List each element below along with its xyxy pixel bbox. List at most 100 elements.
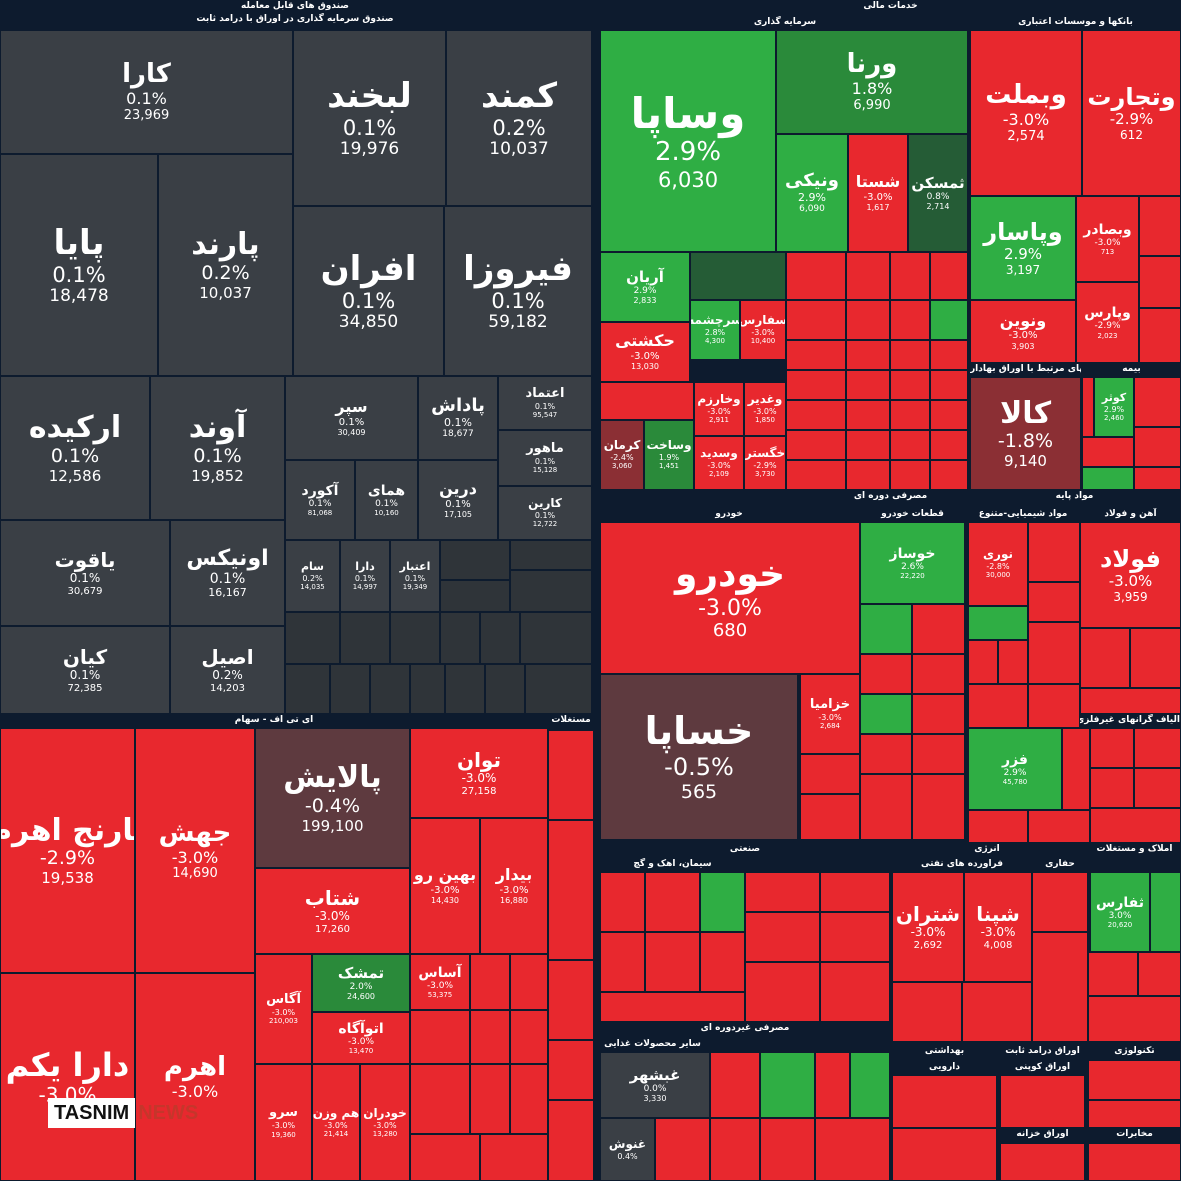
stock-tile-small[interactable] xyxy=(390,612,440,664)
stock-tile-small[interactable] xyxy=(846,252,890,300)
stock-tile-small[interactable] xyxy=(710,1052,760,1118)
stock-tile-small[interactable] xyxy=(1062,728,1090,810)
stock-tile[interactable]: وبصادر -3.0% 713 xyxy=(1076,196,1139,282)
stock-tile-small[interactable] xyxy=(700,932,745,992)
stock-tile-small[interactable] xyxy=(1090,728,1134,768)
stock-tile-small[interactable] xyxy=(912,654,965,694)
stock-tile[interactable]: وساپا 2.9% 6,030 xyxy=(600,30,776,252)
stock-tile-small[interactable] xyxy=(890,460,930,490)
stock-tile[interactable]: غنوش 0.4% xyxy=(600,1118,655,1181)
stock-tile-small[interactable] xyxy=(548,820,594,960)
stock-tile-small[interactable] xyxy=(1082,377,1094,437)
stock-tile[interactable]: غبشهر 0.0% 3,330 xyxy=(600,1052,710,1118)
stock-tile-small[interactable] xyxy=(510,1064,548,1134)
stock-tile-small[interactable] xyxy=(846,300,890,340)
stock-tile[interactable]: ثمسکن 0.8% 2,714 xyxy=(908,134,968,252)
stock-tile-small[interactable] xyxy=(470,1010,510,1064)
stock-tile-small[interactable] xyxy=(1134,728,1181,768)
stock-tile[interactable]: سرچشمه 2.8% 4,300 xyxy=(690,300,740,360)
stock-tile[interactable]: توان -3.0% 27,158 xyxy=(410,728,548,818)
stock-tile-small[interactable] xyxy=(1000,1143,1085,1181)
stock-tile-small[interactable] xyxy=(1090,768,1134,808)
stock-tile[interactable]: ارکیده 0.1% 12,586 xyxy=(0,376,150,520)
stock-tile[interactable]: اتوآگاه -3.0% 13,470 xyxy=(312,1012,410,1064)
stock-tile-small[interactable] xyxy=(1028,522,1080,582)
stock-tile-small[interactable] xyxy=(890,400,930,430)
stock-tile-small[interactable] xyxy=(1082,467,1134,490)
stock-tile-small[interactable] xyxy=(410,1010,470,1064)
stock-tile[interactable]: شستا -3.0% 1,617 xyxy=(848,134,908,252)
stock-tile-small[interactable] xyxy=(846,340,890,370)
stock-tile-small[interactable] xyxy=(846,430,890,460)
stock-tile-small[interactable] xyxy=(786,252,846,300)
stock-tile[interactable]: اونیکس 0.1% 16,167 xyxy=(170,520,285,626)
stock-tile-small[interactable] xyxy=(480,612,520,664)
stock-tile-small[interactable] xyxy=(962,982,1032,1042)
stock-tile[interactable]: خودرو -3.0% 680 xyxy=(600,522,860,674)
stock-tile[interactable]: کالا -1.8% 9,140 xyxy=(970,377,1081,490)
stock-tile[interactable]: فولاد -3.0% 3,959 xyxy=(1080,522,1181,628)
stock-tile-small[interactable] xyxy=(410,1064,470,1134)
stock-tile-small[interactable] xyxy=(440,612,480,664)
stock-tile-small[interactable] xyxy=(820,912,890,962)
stock-tile[interactable]: اعتبار 0.1% 19,349 xyxy=(390,540,440,612)
stock-tile[interactable]: خساپا -0.5% 565 xyxy=(600,674,798,840)
stock-tile-small[interactable] xyxy=(1000,1075,1085,1128)
stock-tile[interactable]: کمند 0.2% 10,037 xyxy=(446,30,592,206)
stock-tile-small[interactable] xyxy=(480,1134,548,1181)
stock-tile-small[interactable] xyxy=(930,460,968,490)
stock-tile[interactable]: آوند 0.1% 19,852 xyxy=(150,376,285,520)
stock-tile[interactable]: آریان 2.9% 2,833 xyxy=(600,252,690,322)
stock-tile-small[interactable] xyxy=(760,1052,815,1118)
stock-tile[interactable]: نارنج اهرم-2.9%19,538 xyxy=(0,728,135,973)
stock-tile[interactable]: افران 0.1% 34,850 xyxy=(293,206,444,376)
stock-tile[interactable]: وسدید -3.0% 2,109 xyxy=(694,436,744,490)
stock-tile[interactable]: وتجارت -2.9% 612 xyxy=(1082,30,1181,196)
stock-tile[interactable]: اصیل 0.2% 14,203 xyxy=(170,626,285,714)
stock-tile-small[interactable] xyxy=(1138,952,1181,996)
stock-tile-small[interactable] xyxy=(786,400,846,430)
stock-tile[interactable]: فیروزا 0.1% 59,182 xyxy=(444,206,592,376)
stock-tile-small[interactable] xyxy=(850,1052,890,1118)
stock-tile-small[interactable] xyxy=(370,664,410,714)
stock-tile-small[interactable] xyxy=(548,730,594,820)
stock-tile[interactable]: پاداش 0.1% 18,677 xyxy=(418,376,498,460)
stock-tile[interactable]: بهین رو -3.0% 14,430 xyxy=(410,818,480,954)
stock-tile[interactable]: حکشتی -3.0% 13,030 xyxy=(600,322,690,382)
stock-tile-small[interactable] xyxy=(912,774,965,840)
stock-tile-small[interactable] xyxy=(1028,622,1080,684)
stock-tile[interactable]: سرو -3.0% 19,360 xyxy=(255,1064,312,1181)
stock-tile-small[interactable] xyxy=(600,872,645,932)
stock-tile[interactable]: همای 0.1% 10,160 xyxy=(355,460,418,540)
stock-tile-small[interactable] xyxy=(1088,996,1181,1042)
stock-tile-small[interactable] xyxy=(1139,196,1181,256)
stock-tile[interactable]: وپارس -2.9% 2,023 xyxy=(1076,282,1139,363)
stock-tile-small[interactable] xyxy=(892,1075,997,1128)
stock-tile-small[interactable] xyxy=(912,604,965,654)
stock-tile[interactable]: پارند 0.2% 10,037 xyxy=(158,154,293,376)
stock-tile-small[interactable] xyxy=(330,664,370,714)
stock-tile-small[interactable] xyxy=(485,664,525,714)
stock-tile-small[interactable] xyxy=(510,540,592,570)
stock-tile-small[interactable] xyxy=(1150,872,1181,952)
stock-tile-small[interactable] xyxy=(860,774,912,840)
stock-tile-small[interactable] xyxy=(815,1052,850,1118)
stock-tile[interactable]: کارا 0.1% 23,969 xyxy=(0,30,293,154)
stock-tile[interactable]: خودران -3.0% 13,280 xyxy=(360,1064,410,1181)
stock-tile-small[interactable] xyxy=(340,612,390,664)
stock-tile-small[interactable] xyxy=(930,400,968,430)
stock-tile-small[interactable] xyxy=(600,382,694,420)
stock-tile-small[interactable] xyxy=(815,1118,890,1181)
stock-tile-small[interactable] xyxy=(912,694,965,734)
stock-tile[interactable]: ماهور 0.1% 15,128 xyxy=(498,430,592,486)
stock-tile-small[interactable] xyxy=(548,960,594,1040)
stock-tile[interactable]: وساخت 1.9% 1,451 xyxy=(644,420,694,490)
stock-tile-small[interactable] xyxy=(445,664,485,714)
stock-tile-small[interactable] xyxy=(525,664,592,714)
stock-tile-small[interactable] xyxy=(890,370,930,400)
stock-tile[interactable]: کیان 0.1% 72,385 xyxy=(0,626,170,714)
stock-tile[interactable]: بیدار -3.0% 16,880 xyxy=(480,818,548,954)
stock-tile[interactable]: یاقوت 0.1% 30,679 xyxy=(0,520,170,626)
stock-tile-small[interactable] xyxy=(745,962,820,1022)
stock-tile-small[interactable] xyxy=(930,300,968,340)
